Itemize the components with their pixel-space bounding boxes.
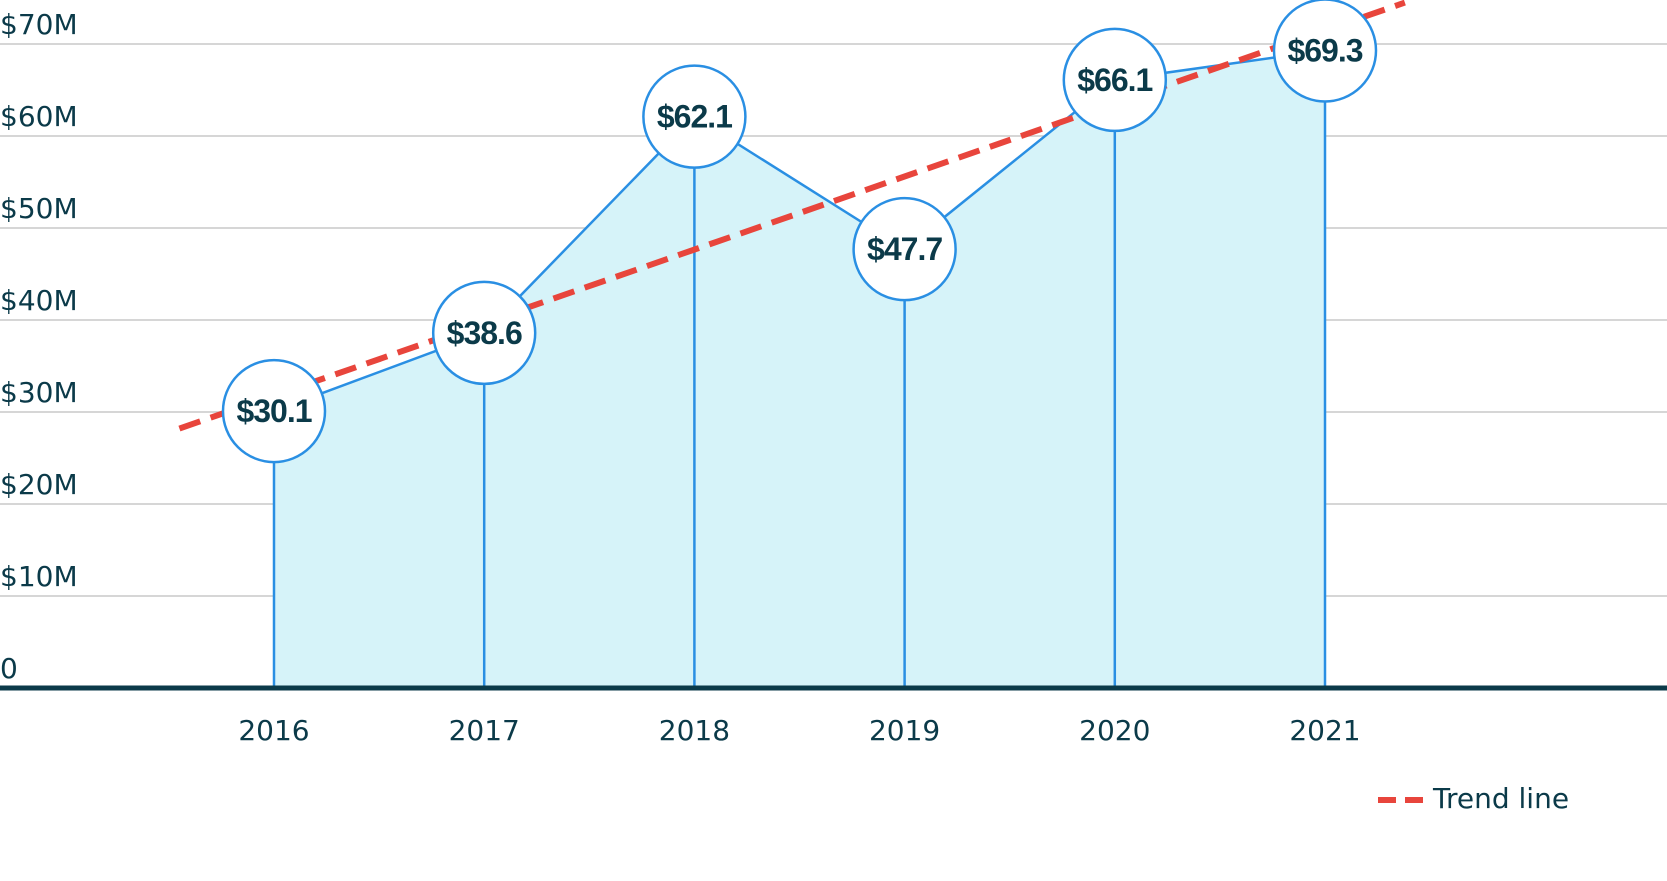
data-point-marker xyxy=(221,358,327,464)
data-point-marker xyxy=(1062,27,1168,133)
data-point-marker xyxy=(642,64,747,169)
data-label: $69.3 xyxy=(1287,32,1362,68)
y-tick-label: $60M xyxy=(0,100,78,133)
x-tick-label: 2016 xyxy=(238,714,309,747)
legend: Trend line xyxy=(1378,782,1569,815)
x-tick-label: 2021 xyxy=(1289,714,1360,747)
data-label: $66.1 xyxy=(1077,62,1152,98)
y-tick-label: 0 xyxy=(0,652,18,685)
y-tick-label: $30M xyxy=(0,376,78,409)
x-tick-label: 2019 xyxy=(869,714,940,747)
x-tick-label: 2020 xyxy=(1079,714,1150,747)
area-series xyxy=(273,49,1326,688)
x-tick-label: 2018 xyxy=(659,714,730,747)
y-axis-ticks: 0 $10M $20M $30M $40M $50M $60M $70M xyxy=(0,8,78,685)
data-label: $62.1 xyxy=(657,99,732,135)
y-tick-label: $50M xyxy=(0,192,78,225)
y-tick-label: $10M xyxy=(0,560,78,593)
data-label: $47.7 xyxy=(867,231,942,267)
data-point-marker xyxy=(431,280,537,386)
x-axis-ticks: 2016 2017 2018 2019 2020 2021 xyxy=(238,714,1360,747)
trend-line xyxy=(178,0,1406,432)
x-tick-label: 2017 xyxy=(449,714,520,747)
data-point-marker xyxy=(852,196,957,302)
drop-lines xyxy=(272,50,1327,688)
y-tick-label: $20M xyxy=(0,468,78,501)
trend-line-path xyxy=(178,0,1406,432)
data-point-marker xyxy=(1272,0,1378,103)
y-tick-label: $70M xyxy=(0,8,78,41)
data-points: $30.1 $38.6 $62.1 $47.7 $66.1 $69.3 xyxy=(221,0,1378,464)
area-fill xyxy=(274,50,1325,688)
data-label: $38.6 xyxy=(447,315,522,351)
y-tick-label: $40M xyxy=(0,284,78,317)
legend-trend-label: Trend line xyxy=(1432,782,1569,815)
data-label: $30.1 xyxy=(236,393,311,429)
